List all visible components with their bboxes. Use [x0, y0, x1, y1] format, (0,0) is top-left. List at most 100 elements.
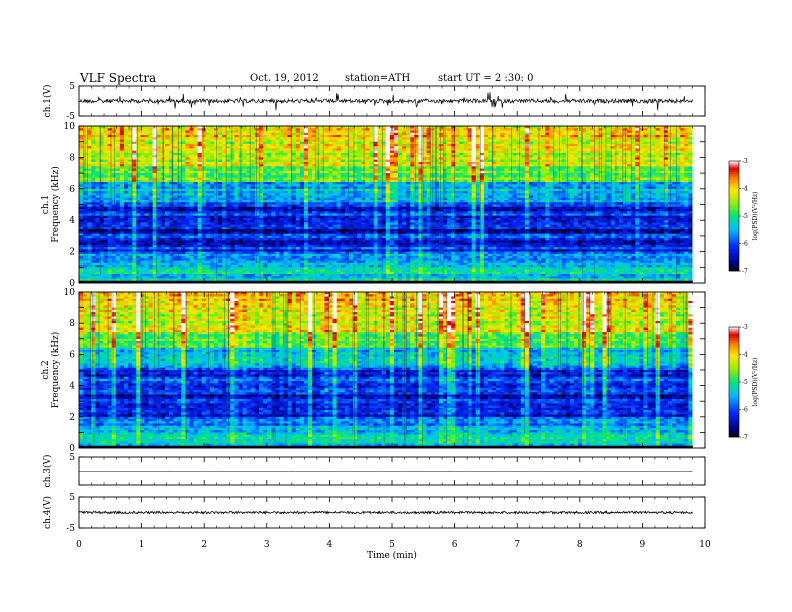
spectrogram-cell: [537, 134, 542, 138]
spectrogram-cell: [246, 155, 252, 158]
spectrogram-cell: [99, 150, 104, 154]
spectrogram-cell: [91, 191, 96, 194]
spectrogram-cell: [242, 132, 248, 136]
spectrogram-cell: [680, 193, 685, 196]
spectrogram-cell: [422, 182, 428, 185]
spectrogram-cell: [577, 157, 583, 161]
spectrogram-cell: [144, 188, 149, 192]
spectrogram-cell: [459, 191, 464, 194]
spectrogram-cell: [258, 137, 264, 140]
spectrogram-cell: [111, 191, 117, 194]
spectrogram-cell: [209, 193, 215, 196]
spectrogram-cell: [164, 197, 170, 201]
spectrogram-cell: [471, 143, 477, 147]
spectrogram-cell: [508, 184, 513, 187]
spectrogram-cell: [676, 155, 681, 158]
spectrogram-cell: [242, 159, 248, 163]
spectrogram-cell: [348, 143, 354, 147]
spectrogram-cell: [271, 143, 276, 147]
spectrogram-cell: [340, 175, 346, 178]
spectrogram-cell: [614, 182, 620, 185]
spectrogram-cell: [672, 132, 677, 136]
spectrogram-cell: [156, 191, 162, 194]
spectrogram-cell: [553, 148, 558, 152]
spectrogram-cell: [115, 184, 121, 187]
spectrogram-cell: [83, 195, 88, 199]
spectrogram-cell: [287, 148, 293, 152]
spectrogram-cell: [402, 128, 407, 131]
spectrogram-cell: [168, 173, 174, 176]
spectrogram-cell: [226, 141, 231, 145]
spectrogram-cell: [553, 141, 558, 145]
spectrogram-cell: [91, 195, 96, 199]
spectrogram-cell: [451, 182, 456, 185]
spectrogram-cell: [663, 128, 669, 131]
spectrogram-cell: [226, 164, 231, 167]
spectrogram-cell: [258, 146, 264, 149]
spectrogram-cell: [299, 128, 305, 131]
spectrogram-cell: [516, 175, 522, 178]
spectrogram-cell: [111, 146, 117, 149]
spectrogram-cell: [643, 168, 648, 172]
spectrogram-cell: [561, 152, 567, 156]
spectrogram-cell: [373, 128, 378, 131]
spectrogram-cell: [128, 191, 133, 194]
spectrogram-cell: [148, 132, 154, 136]
spectrogram-cell: [475, 175, 481, 178]
spectrogram-cell: [385, 161, 391, 165]
spectrogram-cell: [181, 197, 186, 201]
spectrogram-cell: [173, 152, 178, 156]
spectrogram-cell: [438, 150, 444, 154]
spectrogram-cell: [516, 177, 522, 181]
spectrogram-cell: [283, 130, 288, 134]
spectrogram-cell: [107, 134, 113, 138]
spectrogram-cell: [647, 146, 652, 149]
spectrogram-cell: [201, 161, 207, 165]
spectrogram-cell: [336, 197, 342, 201]
spectrogram-cell: [361, 188, 366, 192]
spectrogram-cell: [377, 126, 383, 129]
spectrogram-cell: [627, 143, 632, 147]
spectrogram-cell: [213, 197, 219, 201]
spectrogram-cell: [402, 150, 407, 154]
spectrogram-cell: [463, 195, 468, 199]
spectrogram-cell: [434, 141, 440, 145]
spectrogram-cell: [189, 157, 194, 161]
spectrogram-cell: [676, 175, 681, 178]
spectrogram-cell: [185, 134, 190, 138]
spectrogram-cell: [537, 143, 542, 147]
spectrogram-cell: [144, 155, 149, 158]
spectrogram-cell: [647, 157, 652, 161]
spectrogram-cell: [181, 148, 186, 152]
spectrogram-cell: [201, 137, 207, 140]
spectrogram-cell: [189, 130, 194, 134]
spectrogram-cell: [643, 182, 648, 185]
spectrogram-cell: [569, 164, 575, 167]
spectrogram-cell: [426, 130, 432, 134]
spectrogram-cell: [189, 161, 194, 165]
spectrogram-cell: [537, 182, 542, 185]
spectrogram-cell: [193, 152, 199, 156]
spectrogram-cell: [639, 193, 644, 196]
spectrogram-cell: [512, 193, 518, 196]
spectrogram-cell: [610, 152, 616, 156]
spectrogram-cell: [299, 132, 305, 136]
spectrogram-cell: [438, 134, 444, 138]
spectrogram-cell: [119, 130, 125, 134]
spectrogram-cell: [655, 126, 661, 129]
spectrogram-cell: [254, 191, 260, 194]
spectrogram-cell: [201, 168, 207, 172]
spectrogram-cell: [545, 164, 550, 167]
spectrogram-cell: [541, 148, 546, 152]
spectrogram-cell: [492, 130, 497, 134]
spectrogram-cell: [299, 161, 305, 165]
spectrogram-cell: [189, 152, 194, 156]
spectrogram-cell: [99, 188, 104, 192]
spectrogram-cell: [279, 188, 284, 192]
spectrogram-cell: [553, 193, 558, 196]
spectrogram-cell: [156, 126, 162, 129]
spectrogram-cell: [635, 179, 640, 183]
spectrogram-cell: [83, 139, 88, 143]
spectrogram-cell: [177, 188, 182, 192]
spectrogram-cell: [504, 195, 509, 199]
